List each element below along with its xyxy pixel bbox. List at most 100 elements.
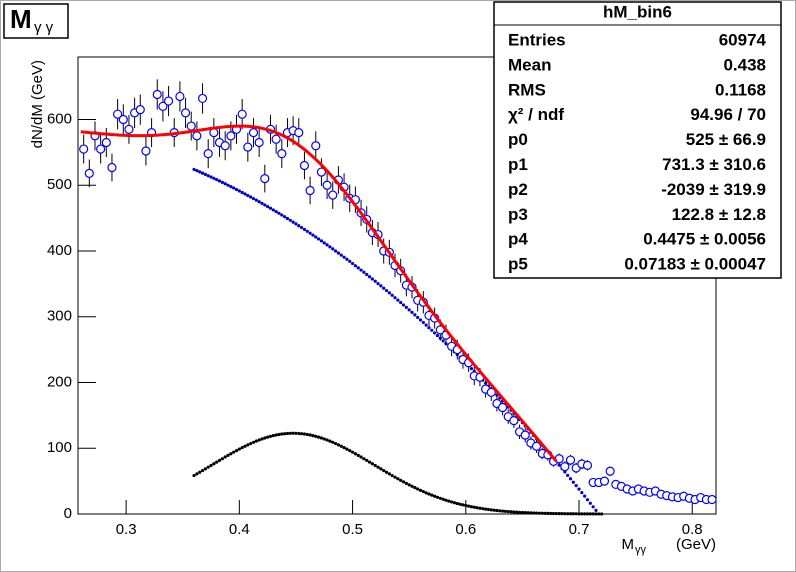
background-point: [566, 473, 570, 477]
frame: [77, 56, 717, 515]
stats-value: 94.96 / 70: [690, 105, 766, 124]
background-point: [577, 487, 581, 491]
background-point: [413, 313, 417, 317]
background-point: [345, 257, 349, 261]
signal-point: [240, 446, 244, 450]
background-point: [316, 237, 321, 241]
signal-point: [543, 511, 547, 515]
signal-point: [376, 465, 380, 469]
background-point: [206, 174, 210, 178]
background-point: [203, 172, 207, 177]
signal-point: [515, 510, 519, 514]
background-point: [209, 175, 213, 179]
signal-point: [549, 511, 553, 516]
background-point: [404, 305, 408, 310]
signal-point: [280, 432, 284, 436]
signal-point: [486, 507, 491, 512]
background-point: [285, 216, 290, 221]
signal-point: [345, 447, 349, 451]
background-point: [251, 196, 256, 201]
background-point: [232, 186, 236, 190]
signal-point: [433, 494, 437, 498]
signal-point: [229, 452, 233, 456]
background-point: [212, 176, 216, 180]
background-point: [367, 275, 372, 279]
signal-point: [246, 443, 250, 447]
data-point: [554, 454, 564, 464]
background-point: [249, 195, 253, 199]
signal-point: [540, 511, 544, 515]
stats-label: p4: [508, 230, 528, 249]
signal-point: [308, 433, 312, 437]
signal-point: [413, 486, 417, 490]
signal-point: [234, 449, 239, 453]
data-point: [101, 137, 111, 148]
signal-point: [297, 431, 301, 436]
data-point: [135, 105, 145, 115]
signal-point: [212, 462, 216, 466]
signal-point: [333, 441, 338, 446]
stats-value: 122.8 ± 12.8: [672, 205, 766, 224]
y-tick-label: 100: [47, 439, 72, 456]
background-point: [390, 293, 394, 297]
signal-point: [574, 512, 578, 516]
signal-point: [441, 497, 445, 501]
background-point: [583, 494, 587, 498]
signal-point: [206, 465, 210, 469]
background-point: [234, 187, 239, 192]
data-point: [248, 128, 259, 138]
background-point: [308, 231, 312, 235]
stats-value: 0.07183 ± 0.00047: [624, 255, 766, 274]
y-tick-label: 300: [47, 308, 72, 325]
data-point: [599, 476, 610, 486]
background-point: [257, 200, 261, 204]
y-tick-label: 200: [47, 373, 72, 390]
stats-label: p5: [508, 255, 528, 274]
title-box: [3, 3, 69, 39]
signal-point: [342, 446, 346, 450]
stats-value: 60974: [719, 30, 767, 49]
signal-point: [223, 455, 227, 459]
signal-point: [568, 512, 573, 516]
background-point: [328, 245, 332, 249]
background-point: [424, 323, 428, 327]
signal-point: [285, 431, 290, 436]
signal-point: [263, 436, 267, 440]
signal-point: [390, 473, 394, 478]
background-point: [192, 167, 196, 172]
signal-point: [370, 462, 374, 466]
signal-point: [435, 495, 440, 499]
data-point: [605, 466, 615, 476]
background-point: [288, 218, 292, 222]
background-point: [396, 298, 400, 302]
signal-point: [585, 512, 590, 516]
signal-point: [198, 470, 202, 474]
signal-point: [268, 434, 273, 438]
signal-point: [489, 508, 493, 512]
signal-point: [300, 432, 304, 436]
background-point: [294, 222, 298, 226]
signal-point: [452, 501, 457, 505]
signal-point: [461, 503, 465, 507]
background-point: [427, 326, 431, 330]
data-point: [294, 128, 304, 138]
background-point: [399, 300, 403, 305]
background-point: [300, 225, 304, 230]
signal-point: [438, 496, 442, 500]
signal-point: [319, 436, 324, 440]
signal-point: [410, 484, 414, 488]
stats-box: [493, 1, 782, 279]
signal-point: [597, 512, 601, 516]
signal-point: [325, 438, 329, 442]
background-point: [305, 229, 309, 233]
data-point: [237, 109, 247, 119]
background-point: [416, 315, 420, 320]
background-point: [226, 183, 230, 187]
signal-point: [277, 432, 281, 437]
signal-point: [571, 512, 575, 516]
signal-point: [316, 435, 321, 439]
data-point: [565, 455, 576, 465]
signal-point: [365, 458, 369, 462]
background-point: [215, 178, 219, 182]
signal-point: [401, 480, 406, 484]
